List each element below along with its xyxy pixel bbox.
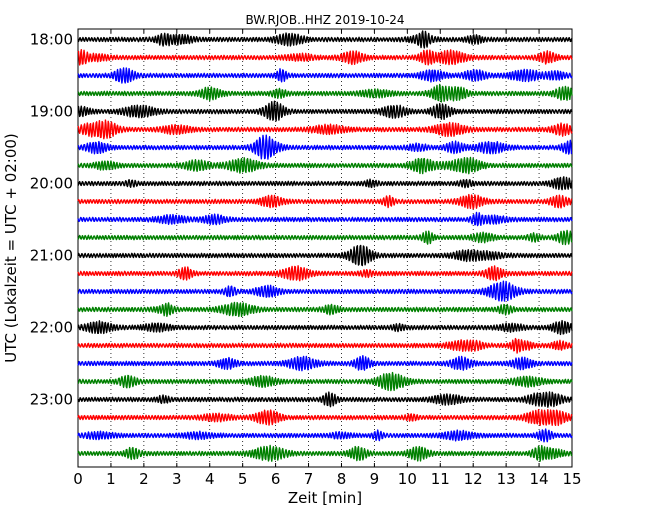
x-tick-label-8: 8: [337, 470, 347, 488]
trace-2230: [77, 371, 573, 392]
x-axis-ticks: 0 1 2 3 4 5 6 7 8 9 10 11 12 13 14 15: [73, 29, 582, 488]
y-axis-ticks: 18:00 19:00 20:00 21:00 22:00 23:00: [30, 31, 572, 409]
x-tick-label-5: 5: [238, 470, 248, 488]
y-tick-label-2200: 22:00: [30, 319, 73, 337]
trace-1745: [77, 30, 573, 49]
trace-1915: [77, 134, 573, 160]
x-axis-label: Zeit [min]: [288, 489, 362, 507]
x-tick-label-12: 12: [464, 470, 483, 488]
x-tick-label-3: 3: [172, 470, 182, 488]
traces: [77, 30, 573, 462]
y-tick-label-2100: 21:00: [30, 247, 73, 265]
x-tick-label-4: 4: [205, 470, 215, 488]
trace-1830: [77, 83, 573, 103]
x-tick-label-9: 9: [370, 470, 380, 488]
chart-title: BW.RJOB..HHZ 2019-10-24: [245, 13, 404, 27]
trace-1800: [77, 48, 573, 66]
y-tick-label-2300: 23:00: [30, 391, 73, 409]
x-tick-label-10: 10: [398, 470, 417, 488]
x-tick-label-6: 6: [271, 470, 281, 488]
trace-2200: [77, 337, 573, 354]
trace-1845: [77, 100, 573, 122]
trace-2215: [77, 354, 573, 372]
x-tick-label-13: 13: [497, 470, 516, 488]
y-axis-label: UTC (Lokalzeit = UTC + 02:00): [2, 133, 20, 363]
x-tick-label-2: 2: [139, 470, 149, 488]
trace-2130: [77, 301, 573, 318]
trace-2330: [77, 444, 573, 462]
trace-2000: [77, 193, 573, 210]
trace-2245: [77, 391, 573, 408]
trace-2015: [77, 211, 573, 227]
trace-2300: [77, 409, 573, 427]
x-tick-label-14: 14: [530, 470, 549, 488]
trace-1815: [77, 67, 573, 84]
x-tick-label-15: 15: [562, 470, 581, 488]
trace-1930: [77, 156, 573, 175]
x-tick-label-1: 1: [106, 470, 116, 488]
trace-2100: [77, 265, 573, 282]
x-tick-label-0: 0: [73, 470, 83, 488]
trace-2145: [77, 319, 573, 336]
trace-1900: [77, 119, 573, 140]
y-tick-label-2000: 20:00: [30, 175, 73, 193]
trace-2030: [77, 229, 573, 246]
trace-1945: [77, 176, 573, 191]
trace-2045: [77, 244, 573, 267]
y-tick-label-1800: 18:00: [30, 31, 73, 49]
x-tick-label-11: 11: [431, 470, 450, 488]
plot-frame: [77, 28, 573, 468]
y-tick-label-1900: 19:00: [30, 103, 73, 121]
trace-2315: [77, 428, 573, 443]
trace-2115: [77, 280, 573, 302]
x-tick-label-7: 7: [304, 470, 314, 488]
